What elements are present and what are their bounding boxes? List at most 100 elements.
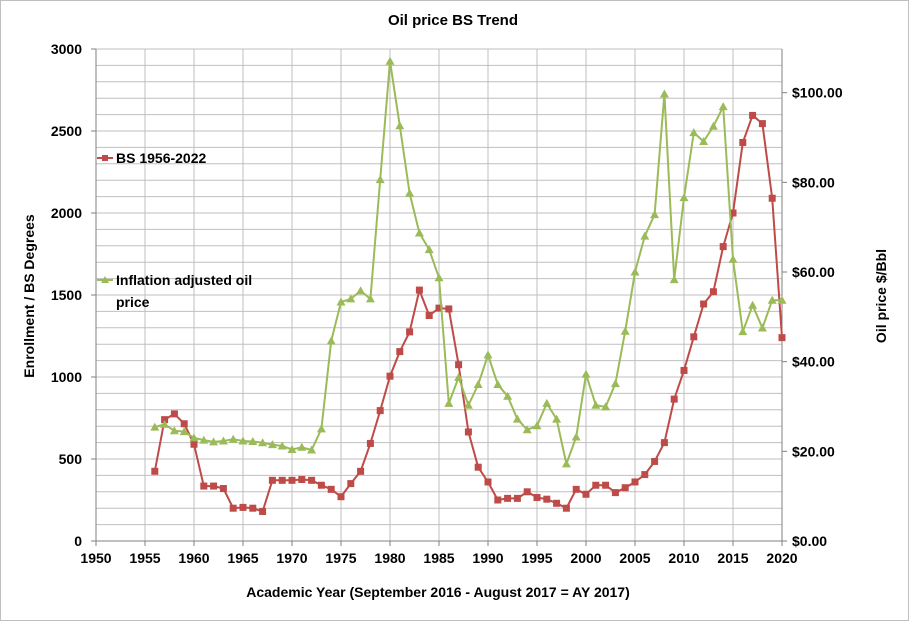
data-point-oil	[503, 391, 513, 400]
data-point-oil	[552, 414, 562, 423]
y-right-tick-label: $40.00	[792, 354, 835, 370]
x-tick-label: 1980	[374, 550, 405, 566]
data-point-bs	[406, 328, 414, 336]
data-point-oil	[150, 422, 160, 431]
data-point-oil	[316, 424, 326, 433]
data-point-bs	[327, 485, 335, 493]
data-point-bs	[347, 480, 355, 488]
data-point-bs	[415, 286, 423, 294]
data-point-bs	[533, 494, 541, 502]
x-tick-label: 2000	[570, 550, 601, 566]
data-point-oil	[620, 326, 630, 335]
data-point-oil	[346, 294, 356, 303]
data-point-oil	[630, 267, 640, 276]
data-point-bs	[670, 395, 678, 403]
data-point-oil	[454, 372, 464, 381]
x-tick-label: 1985	[423, 550, 454, 566]
data-point-bs	[435, 304, 443, 312]
data-point-oil	[218, 436, 228, 445]
y-left-tick-label: 1500	[51, 287, 82, 303]
data-point-bs	[170, 410, 178, 418]
data-point-bs	[680, 366, 688, 374]
data-point-oil	[767, 295, 777, 304]
data-point-oil	[532, 421, 542, 430]
data-point-bs	[376, 407, 384, 415]
data-point-oil	[277, 441, 287, 450]
data-point-oil	[699, 137, 709, 145]
data-point-bs	[690, 333, 698, 341]
legend-label-oil-line2: price	[116, 294, 150, 310]
data-point-oil	[444, 398, 454, 407]
legend-entry-bs: BS 1956-2022	[97, 150, 207, 166]
data-point-oil	[307, 445, 317, 454]
x-tick-label: 1955	[129, 550, 160, 566]
y-left-tick-label: 2500	[51, 123, 82, 139]
data-point-bs	[700, 300, 708, 308]
data-point-bs	[582, 490, 590, 498]
data-point-bs	[210, 482, 218, 490]
data-point-oil	[238, 436, 248, 445]
legend: BS 1956-2022 Inflation adjusted oil pric…	[97, 150, 252, 310]
data-point-oil	[287, 445, 297, 453]
data-point-bs	[396, 348, 404, 356]
data-point-oil	[650, 210, 660, 219]
data-point-bs	[249, 504, 257, 512]
data-point-bs	[513, 494, 521, 502]
data-point-oil	[179, 427, 189, 436]
x-tick-label: 2005	[619, 550, 650, 566]
data-point-oil	[385, 56, 395, 65]
data-point-oil	[581, 369, 591, 378]
data-point-oil	[610, 379, 620, 388]
x-tick-label: 1975	[325, 550, 356, 566]
data-point-oil	[365, 294, 375, 303]
data-point-oil	[748, 300, 758, 309]
data-point-bs	[366, 439, 374, 447]
data-point-oil	[522, 425, 532, 434]
data-point-bs	[298, 476, 306, 483]
data-point-oil	[326, 336, 336, 345]
data-point-bs	[719, 243, 727, 251]
data-point-oil	[777, 295, 787, 304]
x-tick-label: 1950	[80, 550, 111, 566]
data-point-oil	[258, 438, 268, 447]
data-point-bs	[758, 120, 766, 128]
data-point-bs	[288, 476, 296, 484]
data-point-bs	[621, 484, 629, 492]
data-point-bs	[523, 488, 531, 496]
data-point-bs	[778, 334, 786, 342]
data-point-oil	[591, 400, 601, 409]
y-left-tick-label: 0	[74, 533, 82, 549]
data-point-oil	[718, 102, 728, 111]
data-point-oil	[199, 435, 209, 444]
data-point-bs	[474, 463, 482, 471]
data-point-oil	[375, 175, 385, 184]
data-point-bs	[768, 194, 776, 202]
y-left-tick-label: 1000	[51, 369, 82, 385]
data-point-bs	[651, 457, 659, 465]
data-point-oil	[640, 231, 650, 240]
data-point-bs	[229, 504, 237, 512]
data-point-oil	[189, 433, 199, 442]
data-point-oil	[209, 437, 219, 446]
data-point-bs	[337, 493, 345, 501]
data-point-bs	[445, 305, 453, 313]
x-tick-label: 2010	[668, 550, 699, 566]
legend-label-bs: BS 1956-2022	[116, 150, 207, 166]
data-point-bs	[484, 478, 492, 486]
data-point-oil	[689, 128, 699, 137]
data-point-oil	[483, 350, 493, 359]
x-tick-label: 1960	[178, 550, 209, 566]
legend-marker-oil	[101, 276, 109, 283]
data-point-oil	[679, 193, 689, 202]
data-point-bs	[709, 288, 717, 296]
y-left-axis-label: Enrollment / BS Degrees	[21, 214, 37, 378]
data-point-bs	[259, 507, 267, 515]
data-point-bs	[562, 504, 570, 512]
y-right-tick-label: $0.00	[792, 533, 827, 549]
x-tick-label: 1995	[521, 550, 552, 566]
data-point-bs	[180, 420, 188, 428]
x-axis-label: Academic Year (September 2016 - August 2…	[246, 584, 630, 600]
data-point-oil	[169, 426, 179, 435]
y-left-tick-label: 500	[59, 451, 83, 467]
